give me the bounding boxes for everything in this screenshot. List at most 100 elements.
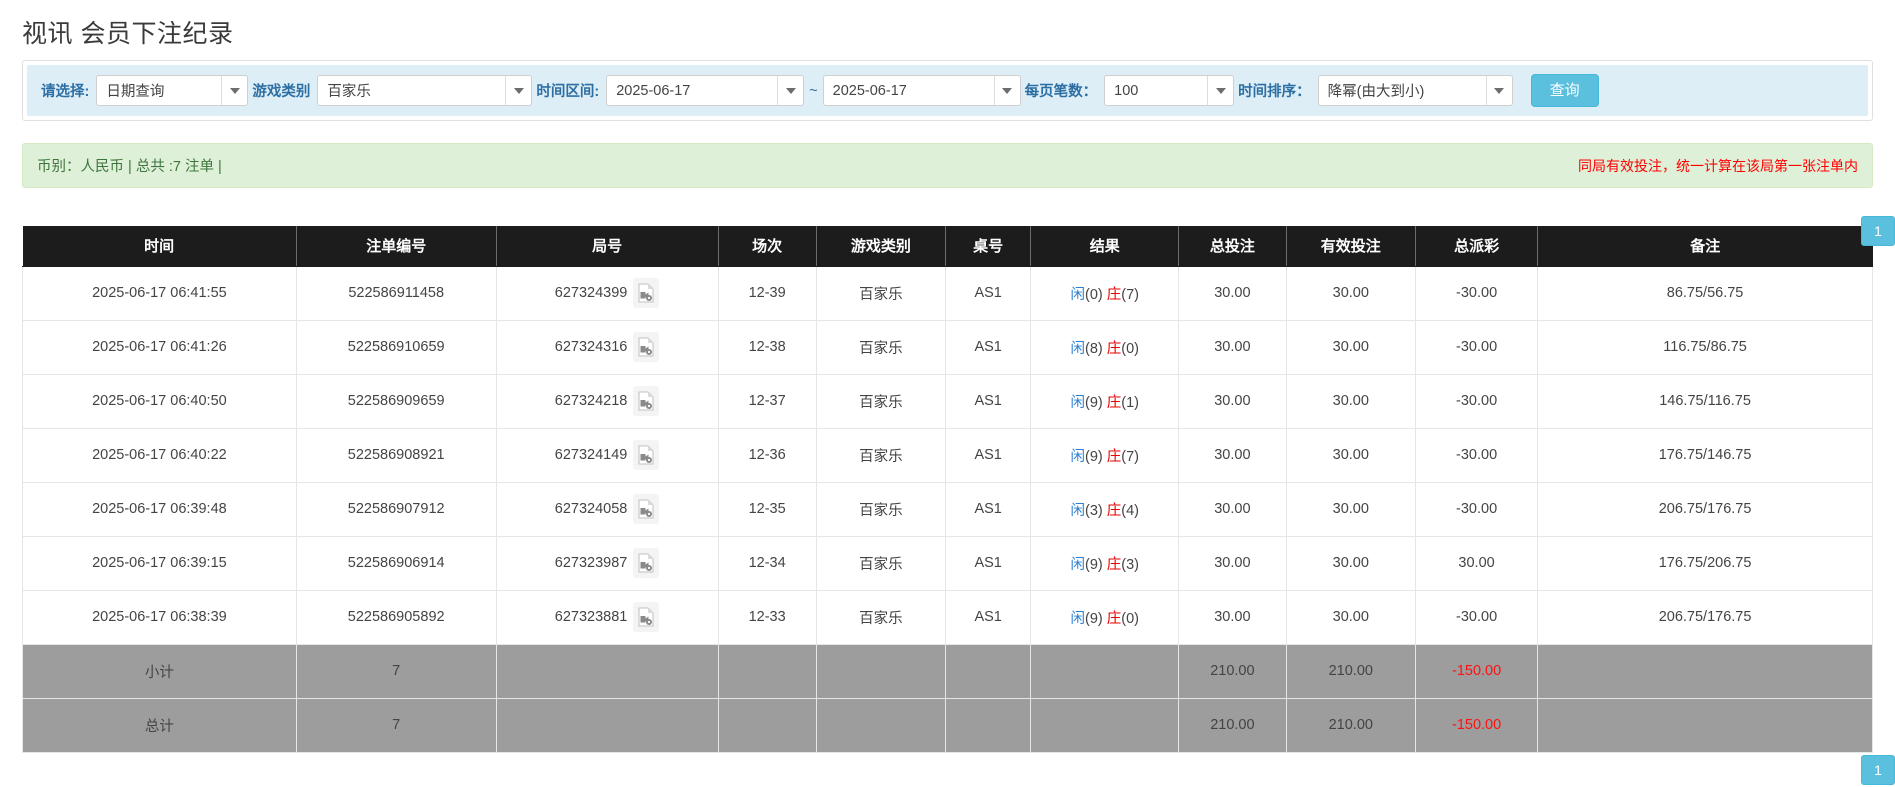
cell-round: 627323987 — [495, 535, 719, 591]
cell-note: 206.75/176.75 — [1537, 589, 1873, 645]
query-button[interactable]: 查询 — [1530, 74, 1599, 107]
cell-payout: 30.00 — [1415, 535, 1539, 591]
date-type-select[interactable]: 日期查询 — [96, 75, 249, 106]
cell-result: 闲(3) 庄(4) — [1030, 481, 1180, 537]
cell-note: 146.75/116.75 — [1537, 373, 1873, 429]
cell-round: 627324149 — [495, 427, 719, 483]
cell-table-no: AS1 — [945, 427, 1032, 483]
cell-time: 2025-06-17 06:38:39 — [22, 589, 297, 645]
round-number: 627324149 — [554, 447, 628, 463]
chevron-down-icon[interactable] — [1207, 76, 1233, 105]
cell-table-no: AS1 — [945, 535, 1032, 591]
sort-order-select[interactable]: 降幂(由大到小) — [1317, 75, 1513, 106]
summary-row: 总计 7 210.00 210.00 -150.00 — [22, 697, 1873, 753]
valid-bet-note: 同局有效投注，统一计算在该局第一张注单内 — [1578, 157, 1858, 174]
cell-table-no: AS1 — [945, 589, 1032, 645]
cell-game: 百家乐 — [815, 265, 947, 321]
game-category-label: 游戏类别 — [252, 84, 311, 100]
cell-total-bet: 30.00 — [1178, 265, 1287, 321]
column-header-payout: 总派彩 — [1415, 226, 1539, 267]
cell-total-bet: 30.00 — [1178, 319, 1287, 375]
video-replay-icon[interactable] — [633, 440, 660, 470]
cell-bet-id: 522586905892 — [295, 589, 497, 645]
cell-valid-bet: 30.00 — [1285, 427, 1417, 483]
cell-payout: -30.00 — [1415, 319, 1539, 375]
table-row: 2025-06-17 06:39:15 522586906914 627323987… — [22, 535, 1873, 591]
chevron-down-icon[interactable] — [221, 76, 247, 105]
cell-shift: 12-34 — [717, 535, 817, 591]
cell-result: 闲(9) 庄(0) — [1030, 589, 1180, 645]
pagination-page-button-top[interactable]: 1 — [1861, 216, 1895, 246]
round-number: 627323881 — [554, 609, 628, 625]
currency-summary: 币别：人民币 | 总共 :7 注单 | — [37, 159, 222, 175]
cell-table-no: AS1 — [945, 265, 1032, 321]
video-replay-icon[interactable] — [633, 548, 660, 578]
video-replay-icon[interactable] — [633, 602, 660, 632]
cell-shift: 12-37 — [717, 373, 817, 429]
date-to-select[interactable]: 2025-06-17 — [822, 75, 1021, 106]
summary-label: 小计 — [22, 643, 297, 699]
column-header-time: 时间 — [22, 226, 297, 267]
cell-game: 百家乐 — [815, 589, 947, 645]
cell-bet-id: 522586908921 — [295, 427, 497, 483]
cell-note: 176.75/146.75 — [1537, 427, 1873, 483]
filter-bar: 请选择: 日期查询 游戏类别 百家乐 时间区间: 2025-06-17 ~ 20… — [27, 65, 1868, 116]
cell-payout: -30.00 — [1415, 427, 1539, 483]
table-row: 2025-06-17 06:40:22 522586908921 627324149… — [22, 427, 1873, 483]
cell-total-bet: 30.00 — [1178, 589, 1287, 645]
column-header-note: 备注 — [1537, 226, 1873, 267]
sort-order-label: 时间排序： — [1238, 84, 1311, 100]
chevron-down-icon[interactable] — [1485, 76, 1512, 105]
date-from-select[interactable]: 2025-06-17 — [606, 75, 805, 106]
cell-note: 176.75/206.75 — [1537, 535, 1873, 591]
cell-valid-bet: 30.00 — [1285, 265, 1417, 321]
video-replay-icon[interactable] — [633, 278, 660, 308]
cell-time: 2025-06-17 06:39:15 — [22, 535, 297, 591]
cell-total-bet: 30.00 — [1178, 427, 1287, 483]
summary-blank — [1537, 643, 1873, 699]
page-size-select[interactable]: 100 — [1104, 75, 1235, 106]
cell-shift: 12-35 — [717, 481, 817, 537]
cell-table-no: AS1 — [945, 481, 1032, 537]
video-replay-icon[interactable] — [633, 494, 660, 524]
summary-label: 总计 — [22, 697, 297, 753]
chevron-down-icon[interactable] — [505, 76, 531, 105]
cell-game: 百家乐 — [815, 481, 947, 537]
date-type-label: 请选择: — [41, 84, 90, 100]
cell-time: 2025-06-17 06:40:50 — [22, 373, 297, 429]
video-replay-icon[interactable] — [633, 332, 660, 362]
info-bar: 币别：人民币 | 总共 :7 注单 | 同局有效投注，统一计算在该局第一张注单内 — [22, 143, 1873, 188]
cell-result: 闲(9) 庄(1) — [1030, 373, 1180, 429]
summary-blank — [815, 697, 947, 753]
cell-valid-bet: 30.00 — [1285, 589, 1417, 645]
pagination-page-button-bottom[interactable]: 1 — [1861, 755, 1895, 785]
table-body: 2025-06-17 06:41:55 522586911458 627324399… — [22, 265, 1873, 753]
table-row: 2025-06-17 06:41:26 522586910659 627324316… — [22, 319, 1873, 375]
round-number: 627323987 — [554, 555, 628, 571]
chevron-down-icon[interactable] — [993, 76, 1020, 105]
summary-total-bet: 210.00 — [1178, 643, 1287, 699]
cell-time: 2025-06-17 06:39:48 — [22, 481, 297, 537]
cell-table-no: AS1 — [945, 373, 1032, 429]
round-number: 627324058 — [554, 501, 628, 517]
summary-payout: -150.00 — [1415, 643, 1539, 699]
cell-result: 闲(0) 庄(7) — [1030, 265, 1180, 321]
table-row: 2025-06-17 06:39:48 522586907912 627324058… — [22, 481, 1873, 537]
cell-game: 百家乐 — [815, 319, 947, 375]
column-header-table-no: 桌号 — [945, 226, 1032, 267]
cell-round: 627324399 — [495, 265, 719, 321]
game-category-select[interactable]: 百家乐 — [317, 75, 533, 106]
column-header-valid-bet: 有效投注 — [1286, 226, 1417, 267]
video-replay-icon[interactable] — [633, 386, 660, 416]
chevron-down-icon[interactable] — [777, 76, 803, 105]
cell-result: 闲(8) 庄(0) — [1030, 319, 1180, 375]
column-header-result: 结果 — [1030, 226, 1180, 267]
summary-count: 7 — [295, 697, 497, 753]
summary-blank — [495, 643, 719, 699]
cell-shift: 12-39 — [717, 265, 817, 321]
bet-records-table-wrap: 时间 注单编号 局号 场次 游戏类别 桌号 结果 总投注 有效投注 总派彩 备注… — [22, 226, 1873, 753]
cell-valid-bet: 30.00 — [1285, 319, 1417, 375]
cell-valid-bet: 30.00 — [1285, 535, 1417, 591]
summary-blank — [717, 643, 817, 699]
